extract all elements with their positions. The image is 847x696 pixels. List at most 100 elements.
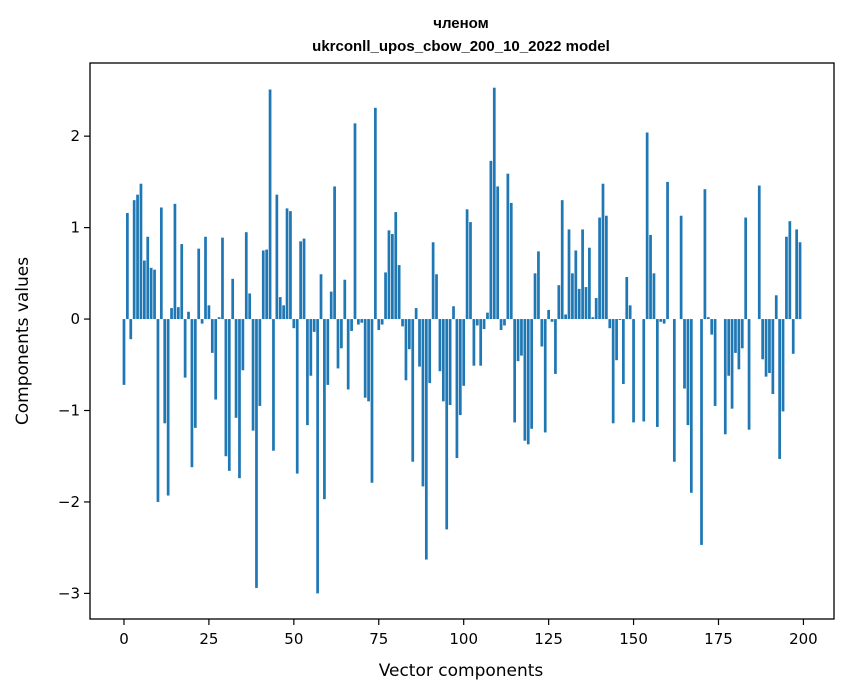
bar xyxy=(214,319,218,400)
bar xyxy=(581,229,584,320)
bar xyxy=(441,319,445,402)
bar xyxy=(557,285,561,320)
bar xyxy=(452,306,455,320)
bar xyxy=(655,319,659,427)
bar xyxy=(757,185,761,320)
bar xyxy=(333,186,336,320)
bar xyxy=(516,319,520,362)
bar xyxy=(166,319,170,496)
bar xyxy=(554,319,557,374)
bar xyxy=(577,288,581,320)
bar xyxy=(642,319,646,422)
bar xyxy=(598,217,601,320)
bar xyxy=(424,319,428,560)
bar xyxy=(221,237,224,320)
bar xyxy=(445,319,449,530)
bar xyxy=(615,319,618,361)
y-tick-label: −3 xyxy=(58,584,80,602)
bar xyxy=(431,242,435,320)
bar xyxy=(492,87,496,320)
bar xyxy=(360,319,364,323)
bar xyxy=(173,203,177,320)
bar xyxy=(788,221,792,320)
bar xyxy=(465,209,469,320)
bar xyxy=(734,319,737,353)
y-tick-label: 2 xyxy=(70,127,80,145)
bar xyxy=(700,319,703,545)
bar xyxy=(791,319,795,354)
bar xyxy=(571,273,574,320)
bar xyxy=(285,208,289,320)
bar xyxy=(683,319,686,389)
bar xyxy=(258,319,262,406)
bar xyxy=(795,229,798,320)
bar xyxy=(336,319,340,369)
bar xyxy=(238,319,241,479)
bar xyxy=(649,234,652,320)
bar xyxy=(136,194,139,320)
bar xyxy=(176,307,180,320)
bar xyxy=(210,319,214,353)
y-axis-label: Components values xyxy=(13,257,33,425)
bar xyxy=(384,272,387,320)
bar xyxy=(146,236,150,320)
bar xyxy=(224,319,228,457)
bar xyxy=(672,319,676,462)
bar xyxy=(241,319,245,371)
bar xyxy=(255,319,258,588)
bar xyxy=(340,319,343,349)
bar xyxy=(187,311,190,320)
bar xyxy=(730,319,734,409)
bar xyxy=(625,276,629,320)
bar xyxy=(662,319,666,324)
plot-frame xyxy=(89,62,835,620)
bar xyxy=(455,319,459,459)
bar xyxy=(323,319,326,500)
x-tick-label: 0 xyxy=(119,630,129,648)
bar xyxy=(438,319,442,372)
bar xyxy=(407,319,411,350)
bar xyxy=(547,309,550,320)
x-axis-label: Vector components xyxy=(379,661,544,681)
bar xyxy=(380,319,384,325)
bar xyxy=(346,319,350,390)
bar xyxy=(411,319,415,462)
bar xyxy=(295,319,299,474)
bar xyxy=(193,319,197,428)
bar xyxy=(513,319,517,423)
bar xyxy=(143,260,146,320)
bar xyxy=(781,319,785,412)
bar xyxy=(764,319,768,377)
bar xyxy=(180,244,184,320)
x-tick-label: 175 xyxy=(704,630,733,648)
bar xyxy=(632,319,635,423)
bar xyxy=(126,212,129,320)
bar xyxy=(560,200,564,320)
bar xyxy=(686,319,690,426)
bar xyxy=(261,250,265,320)
bar xyxy=(458,319,462,416)
bar xyxy=(509,202,513,320)
bar xyxy=(163,319,167,424)
bar xyxy=(227,319,231,471)
y-tick-label: 0 xyxy=(70,310,80,328)
bar xyxy=(282,305,285,320)
bar xyxy=(204,236,207,320)
bar xyxy=(533,273,537,320)
bar xyxy=(391,234,394,320)
bar xyxy=(666,181,669,320)
bar xyxy=(550,319,554,322)
bar xyxy=(768,319,771,373)
bar xyxy=(387,230,391,320)
chart-title-line1: членом xyxy=(433,15,489,32)
bar xyxy=(618,319,622,320)
bar xyxy=(740,319,744,349)
x-ticks: 0 25 50 75 100 125 150 175 200 xyxy=(119,619,818,648)
bar xyxy=(289,211,292,320)
bar xyxy=(462,319,466,386)
bar xyxy=(278,297,282,320)
bar xyxy=(139,183,143,320)
bar xyxy=(543,319,547,433)
bar xyxy=(778,319,781,459)
